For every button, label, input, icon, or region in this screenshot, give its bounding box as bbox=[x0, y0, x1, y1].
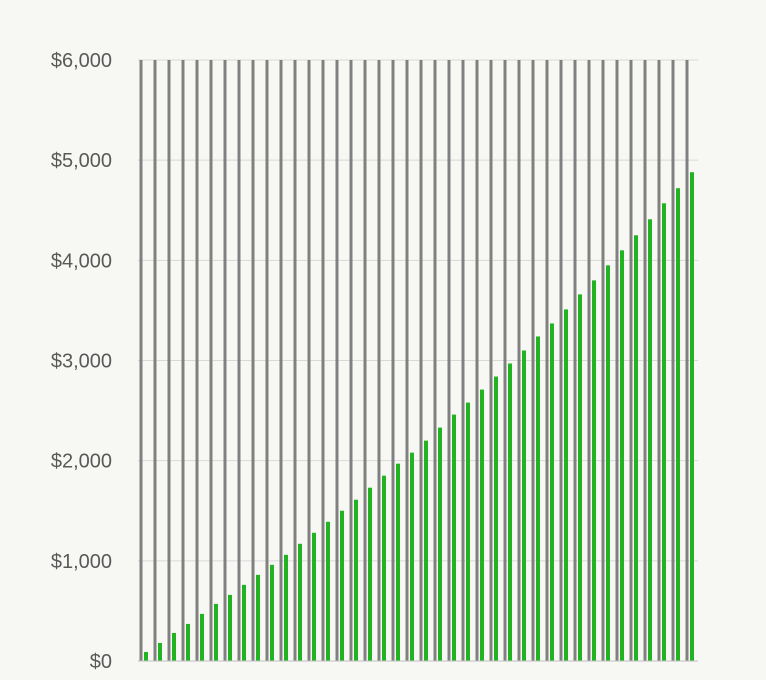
bar-series-1 bbox=[293, 60, 297, 661]
bar-series-2 bbox=[466, 402, 470, 661]
bar-series-1 bbox=[321, 60, 325, 661]
bar-series-2 bbox=[368, 487, 372, 661]
bar-series-2 bbox=[690, 172, 694, 662]
bar-series-2 bbox=[452, 414, 456, 661]
bar-series-2 bbox=[200, 613, 204, 661]
bar-series-2 bbox=[396, 463, 400, 661]
bar-series-1 bbox=[265, 60, 269, 661]
bar-series-1 bbox=[349, 60, 353, 661]
y-tick-label: $5,000 bbox=[51, 150, 112, 172]
bar-series-2 bbox=[228, 594, 232, 661]
bar-series-1 bbox=[615, 60, 619, 661]
y-tick-labels: $0 $1,000 $2,000 $3,000 $4,000 $5,000 $6,000 bbox=[51, 50, 112, 673]
bar-series-1 bbox=[643, 60, 647, 661]
bar-series-1 bbox=[195, 60, 199, 661]
bar-series-2 bbox=[382, 475, 386, 661]
y-tick-label: $0 bbox=[90, 651, 112, 673]
bar-series-2 bbox=[634, 235, 638, 661]
bar-series-2 bbox=[158, 642, 162, 661]
bar-series-2 bbox=[214, 603, 218, 661]
bar-series-1 bbox=[447, 60, 451, 661]
bar-series-2 bbox=[438, 427, 442, 661]
bar-series-1 bbox=[601, 60, 605, 661]
bar-series-1 bbox=[517, 60, 521, 661]
bar-series-2 bbox=[312, 532, 316, 661]
bar-series-2 bbox=[340, 510, 344, 661]
bar-series-1 bbox=[181, 60, 185, 661]
bar-series-1 bbox=[209, 60, 213, 661]
bar-series-2 bbox=[662, 203, 666, 661]
bar-series-2 bbox=[494, 376, 498, 661]
bar-series-2 bbox=[564, 309, 568, 661]
y-tick-label: $6,000 bbox=[51, 50, 112, 72]
bar-series-1 bbox=[377, 60, 381, 661]
bar-series-2 bbox=[298, 543, 302, 661]
bar-series-1 bbox=[559, 60, 563, 661]
bar-series-1 bbox=[545, 60, 549, 661]
bar-series-1 bbox=[503, 60, 507, 661]
bar-series-2 bbox=[256, 574, 260, 661]
bar-series-2 bbox=[284, 554, 288, 661]
bar-series-2 bbox=[354, 499, 358, 661]
bar-series-1 bbox=[587, 60, 591, 661]
bar-series-1 bbox=[629, 60, 633, 661]
bar-series-2 bbox=[326, 521, 330, 661]
bar-series-1 bbox=[531, 60, 535, 661]
y-tick-label: $4,000 bbox=[51, 250, 112, 272]
y-tick-label: $2,000 bbox=[51, 451, 112, 473]
bar-series-1 bbox=[657, 60, 661, 661]
bar-series-1 bbox=[279, 60, 283, 661]
bar-series-1 bbox=[475, 60, 479, 661]
bar-series-2 bbox=[480, 389, 484, 661]
bar-series-2 bbox=[270, 564, 274, 661]
bar-series-2 bbox=[242, 584, 246, 661]
bar-series-2 bbox=[508, 363, 512, 661]
y-tick-label: $1,000 bbox=[51, 551, 112, 573]
bar-series-2 bbox=[578, 294, 582, 661]
bar-series-1 bbox=[685, 60, 689, 661]
bar-series-2 bbox=[592, 280, 596, 661]
bar-series-2 bbox=[410, 452, 414, 661]
bar-series-1 bbox=[433, 60, 437, 661]
bar-series-1 bbox=[461, 60, 465, 661]
bars bbox=[139, 60, 694, 662]
bar-series-1 bbox=[363, 60, 367, 661]
bar-series-2 bbox=[550, 323, 554, 661]
bar-series-1 bbox=[237, 60, 241, 661]
bar-series-1 bbox=[153, 60, 157, 661]
bar-series-2 bbox=[424, 440, 428, 661]
bar-series-2 bbox=[186, 623, 190, 661]
bar-series-1 bbox=[251, 60, 255, 661]
bar-series-1 bbox=[489, 60, 493, 661]
bar-series-1 bbox=[223, 60, 227, 661]
bar-series-2 bbox=[606, 265, 610, 661]
bar-series-1 bbox=[405, 60, 409, 661]
bar-series-1 bbox=[307, 60, 311, 661]
bar-series-1 bbox=[573, 60, 577, 661]
y-tick-label: $3,000 bbox=[51, 351, 112, 373]
bar-series-2 bbox=[522, 350, 526, 661]
bar-series-2 bbox=[172, 632, 176, 661]
bar-series-2 bbox=[620, 250, 624, 662]
bar-series-1 bbox=[391, 60, 395, 661]
bar-series-1 bbox=[335, 60, 339, 661]
bar-series-1 bbox=[419, 60, 423, 661]
gridlines bbox=[138, 59, 698, 562]
bar-series-2 bbox=[676, 188, 680, 662]
bar-series-2 bbox=[648, 219, 652, 661]
bar-series-1 bbox=[167, 60, 171, 661]
bar-series-1 bbox=[671, 60, 675, 661]
bar-series-2 bbox=[536, 336, 540, 661]
bar-series-2 bbox=[144, 651, 148, 661]
bar-series-1 bbox=[139, 60, 143, 661]
